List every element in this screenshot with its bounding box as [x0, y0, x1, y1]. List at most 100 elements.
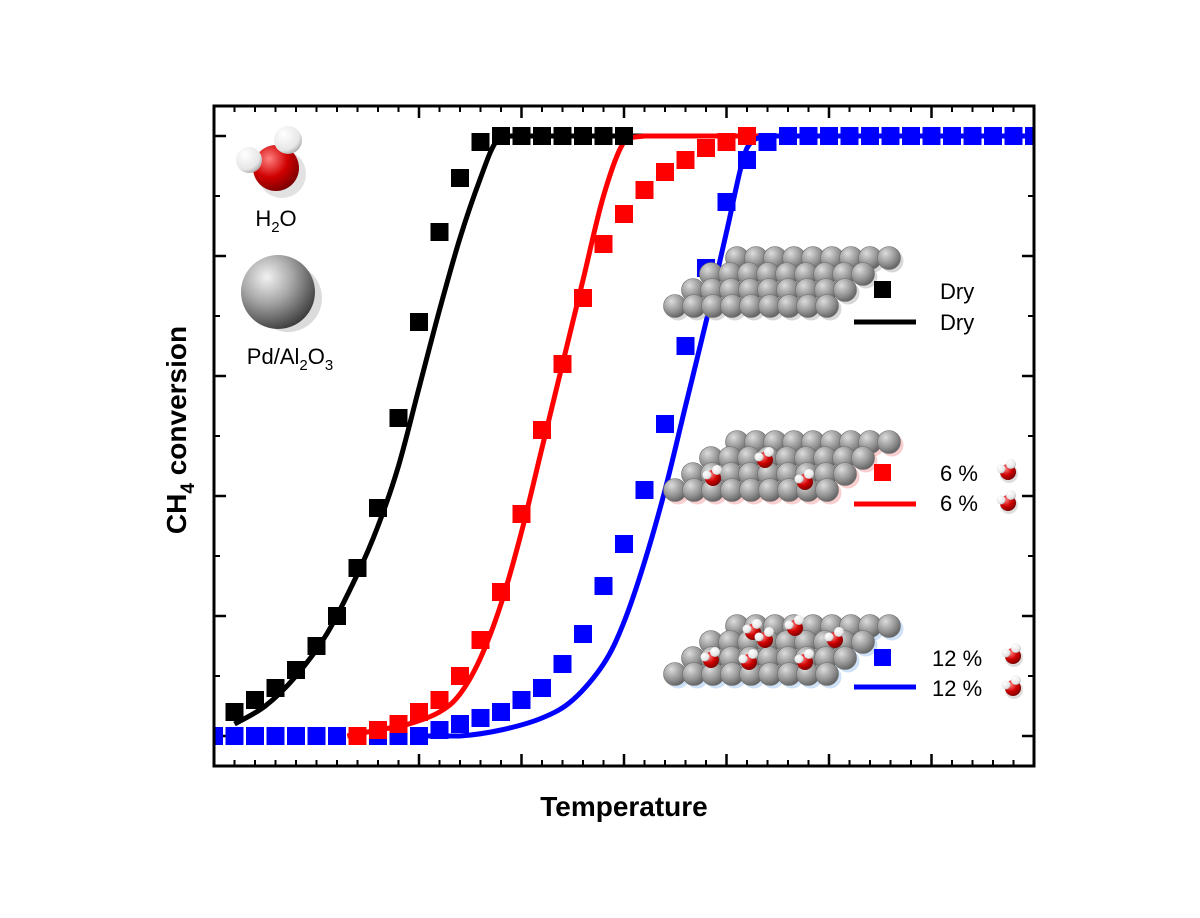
data-point-dry_points-12 — [471, 133, 490, 151]
data-point-w12_points-0 — [214, 727, 223, 745]
catalyst-surface-6pct-icon — [663, 430, 904, 505]
data-point-w12_points-23 — [676, 337, 695, 355]
water-molecule-icon — [236, 126, 306, 198]
plot-area — [214, 127, 1034, 745]
data-point-dry_points-13 — [492, 127, 510, 145]
data-point-w12_points-30 — [820, 127, 838, 145]
data-point-w12_points-11 — [430, 721, 449, 739]
data-point-w6_points-14 — [635, 181, 654, 199]
data-point-w6_points-8 — [512, 505, 531, 523]
data-point-dry_points-2 — [266, 679, 285, 697]
data-point-w6_points-19 — [738, 127, 756, 145]
data-point-dry_points-11 — [451, 169, 469, 187]
series-line-w6_fit — [346, 133, 1034, 739]
legend-label-6pct-line: 6 % — [940, 491, 978, 516]
data-point-w12_points-1 — [225, 727, 244, 745]
data-point-w12_points-14 — [492, 703, 510, 721]
data-point-w12_points-17 — [553, 655, 572, 673]
data-point-dry_points-4 — [307, 637, 326, 655]
data-point-w6_points-13 — [615, 205, 633, 223]
data-point-dry_points-10 — [430, 223, 449, 241]
data-point-dry_points-0 — [225, 703, 244, 721]
data-point-w6_points-17 — [697, 139, 715, 157]
data-point-w12_points-27 — [758, 133, 777, 151]
data-point-w6_points-18 — [717, 133, 736, 151]
catalyst-label: Pd/Al2O3 — [247, 344, 333, 374]
legend-marker-6pct — [874, 464, 891, 481]
data-point-w12_points-37 — [963, 127, 982, 145]
legend-water-icon-1 — [996, 490, 1018, 514]
data-point-w12_points-10 — [410, 727, 428, 745]
series-line-dry_fit — [233, 133, 1034, 727]
data-point-w12_points-13 — [471, 709, 490, 727]
catalyst-surface-dry-icon — [663, 246, 904, 321]
data-point-w12_points-12 — [451, 715, 469, 733]
data-point-w12_points-39 — [1004, 127, 1023, 145]
data-point-dry_points-16 — [553, 127, 572, 145]
legend-label-6pct-points: 6 % — [940, 461, 978, 486]
data-point-dry_points-9 — [410, 313, 428, 331]
data-point-w6_points-4 — [430, 691, 449, 709]
data-point-w12_points-25 — [717, 193, 736, 211]
data-point-w12_points-32 — [861, 127, 879, 145]
data-point-w12_points-22 — [656, 415, 674, 433]
data-point-w12_points-34 — [902, 127, 920, 145]
legend: Dry Dry 6 % 6 % 12 % 12 % — [854, 279, 1023, 701]
data-point-w12_points-2 — [246, 727, 264, 745]
data-point-dry_points-19 — [615, 127, 633, 145]
data-point-w12_points-33 — [881, 127, 900, 145]
data-point-w12_points-19 — [594, 577, 613, 595]
data-point-w6_points-11 — [574, 289, 592, 307]
data-point-w12_points-38 — [984, 127, 1002, 145]
data-point-dry_points-7 — [369, 499, 387, 517]
data-point-dry_points-18 — [594, 127, 613, 145]
data-point-dry_points-14 — [512, 127, 531, 145]
data-point-w6_points-1 — [369, 721, 387, 739]
data-point-w12_points-6 — [328, 727, 346, 745]
data-point-w12_points-28 — [779, 127, 797, 145]
data-point-w6_points-12 — [594, 235, 613, 253]
plot-frame — [212, 104, 1036, 768]
y-axis-title: CH4 conversion — [161, 326, 199, 534]
legend-marker-dry — [874, 281, 891, 298]
data-point-w12_points-20 — [615, 535, 633, 553]
data-point-w6_points-7 — [492, 583, 510, 601]
data-point-w6_points-6 — [471, 631, 490, 649]
data-point-w12_points-3 — [266, 727, 285, 745]
water-label: H2O — [255, 206, 296, 236]
data-point-w6_points-5 — [451, 667, 469, 685]
legend-water-icon-3 — [1001, 675, 1023, 699]
legend-label-12pct-line: 12 % — [932, 676, 982, 701]
data-point-w6_points-0 — [348, 727, 367, 745]
data-point-w12_points-31 — [840, 127, 859, 145]
data-point-dry_points-5 — [328, 607, 346, 625]
legend-label-dry-line: Dry — [940, 310, 974, 335]
legend-marker-12pct — [874, 649, 891, 666]
data-point-w12_points-35 — [922, 127, 941, 145]
legend-label-12pct-points: 12 % — [932, 646, 982, 671]
data-point-w12_points-36 — [943, 127, 961, 145]
data-point-dry_points-15 — [533, 127, 551, 145]
data-point-w6_points-10 — [553, 355, 572, 373]
legend-label-dry-points: Dry — [940, 279, 974, 304]
data-point-w12_points-21 — [635, 481, 654, 499]
data-point-w6_points-15 — [656, 163, 674, 181]
data-point-dry_points-1 — [246, 691, 264, 709]
x-axis-title: Temperature — [540, 791, 708, 822]
data-point-w12_points-16 — [533, 679, 551, 697]
data-point-w6_points-16 — [676, 151, 695, 169]
data-point-w6_points-3 — [410, 703, 428, 721]
data-point-dry_points-17 — [574, 127, 592, 145]
data-point-w12_points-5 — [307, 727, 326, 745]
data-point-dry_points-8 — [389, 409, 408, 427]
data-point-w12_points-18 — [574, 625, 592, 643]
data-point-w6_points-9 — [533, 421, 551, 439]
legend-water-icon-2 — [1001, 643, 1023, 667]
data-point-w12_points-26 — [738, 151, 756, 169]
data-point-w12_points-40 — [1025, 127, 1034, 145]
data-point-w12_points-15 — [512, 691, 531, 709]
data-point-dry_points-6 — [348, 559, 367, 577]
catalyst-surface-12pct-icon — [663, 614, 904, 689]
data-point-dry_points-3 — [287, 661, 305, 679]
